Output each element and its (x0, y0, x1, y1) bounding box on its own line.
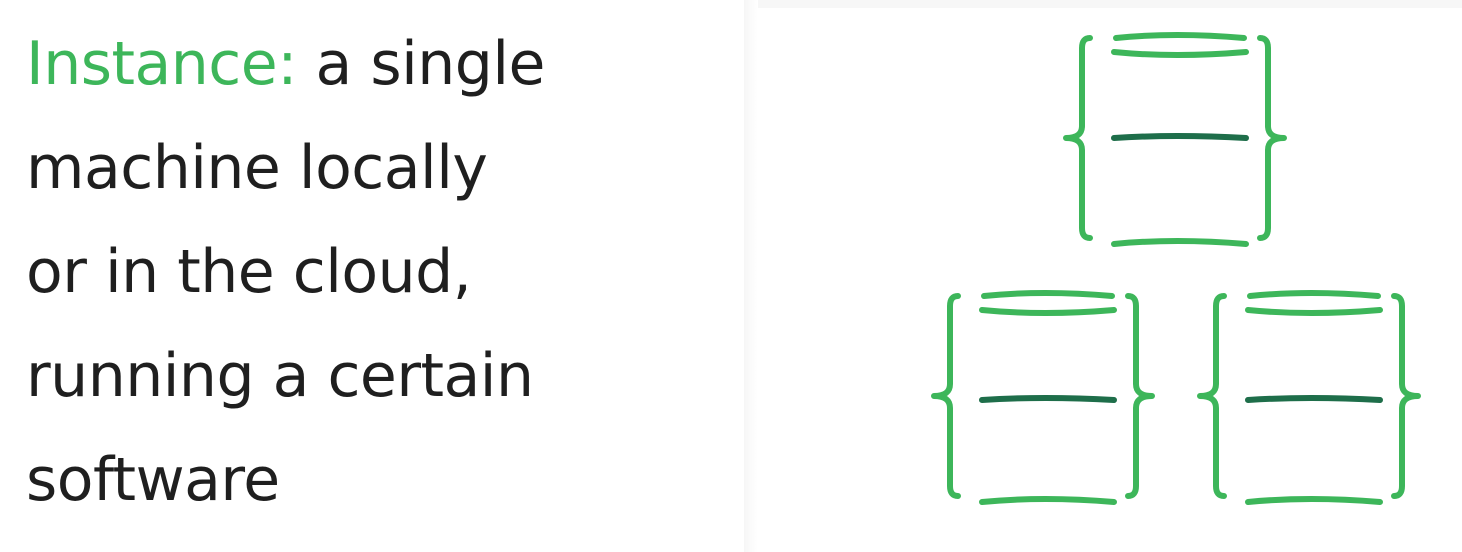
definition-line-1: Instance: a single (26, 12, 726, 116)
database-stack-graphic (931, 32, 1421, 505)
database-icon (1197, 290, 1421, 505)
database-illustration (900, 20, 1460, 520)
definition-text: Instance: a single machine locally or in… (26, 12, 726, 532)
database-icon (1063, 32, 1287, 247)
definition-term: Instance: (26, 29, 297, 99)
definition-line-5: software (26, 445, 280, 515)
definition-line-4: running a certain (26, 341, 534, 411)
definition-line-1-rest: a single (296, 29, 545, 99)
definition-line-3: or in the cloud, (26, 237, 472, 307)
panel-divider (744, 0, 758, 552)
text-panel: Instance: a single machine locally or in… (26, 12, 726, 532)
database-icon (931, 290, 1155, 505)
definition-line-2: machine locally (26, 133, 488, 203)
